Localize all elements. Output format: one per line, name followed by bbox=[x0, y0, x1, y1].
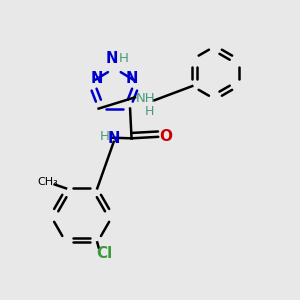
Text: H: H bbox=[119, 52, 129, 65]
Text: O: O bbox=[159, 129, 172, 144]
Text: N: N bbox=[107, 130, 120, 146]
Text: H: H bbox=[100, 130, 110, 143]
Text: NH: NH bbox=[136, 92, 155, 105]
Text: H: H bbox=[145, 105, 154, 118]
Text: N: N bbox=[106, 51, 118, 66]
Text: Cl: Cl bbox=[96, 246, 112, 261]
Text: N: N bbox=[91, 71, 103, 86]
Text: N: N bbox=[125, 71, 138, 86]
Text: CH₃: CH₃ bbox=[38, 176, 58, 187]
